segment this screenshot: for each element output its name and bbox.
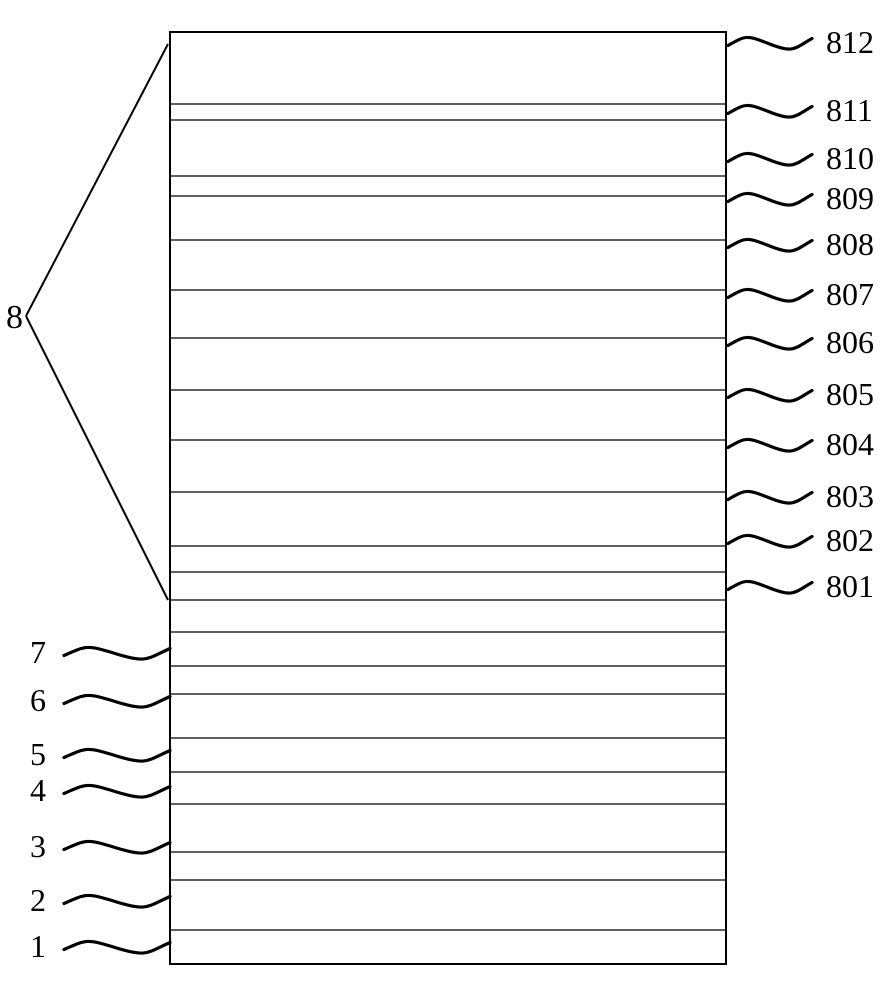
layer-label-right: 807 <box>826 276 874 312</box>
layer-label-right: 805 <box>826 376 874 412</box>
layer-label-right: 808 <box>826 226 874 262</box>
layer-label-right: 809 <box>826 180 874 216</box>
layer-label-right: 804 <box>826 426 874 462</box>
layer-label-right: 803 <box>826 478 874 514</box>
layer-label-right: 806 <box>826 324 874 360</box>
layer-label-right: 802 <box>826 522 874 558</box>
group-label: 8 <box>6 299 23 336</box>
layer-label-left: 5 <box>30 736 46 772</box>
layer-label-left: 7 <box>30 634 46 670</box>
layer-stack-diagram: 8 812 811 810 809 808 807 806 805 804 803 802 801 7 6 5… <box>0 0 895 1000</box>
layer-label-right: 811 <box>826 92 873 128</box>
layer-label-left: 4 <box>30 772 46 808</box>
layer-label-right: 801 <box>826 568 874 604</box>
layer-label-right: 812 <box>826 24 874 60</box>
layer-label-left: 6 <box>30 682 46 718</box>
layer-label-left: 2 <box>30 882 46 918</box>
layer-label-right: 810 <box>826 140 874 176</box>
layer-label-left: 1 <box>30 928 46 964</box>
layer-label-left: 3 <box>30 828 46 864</box>
